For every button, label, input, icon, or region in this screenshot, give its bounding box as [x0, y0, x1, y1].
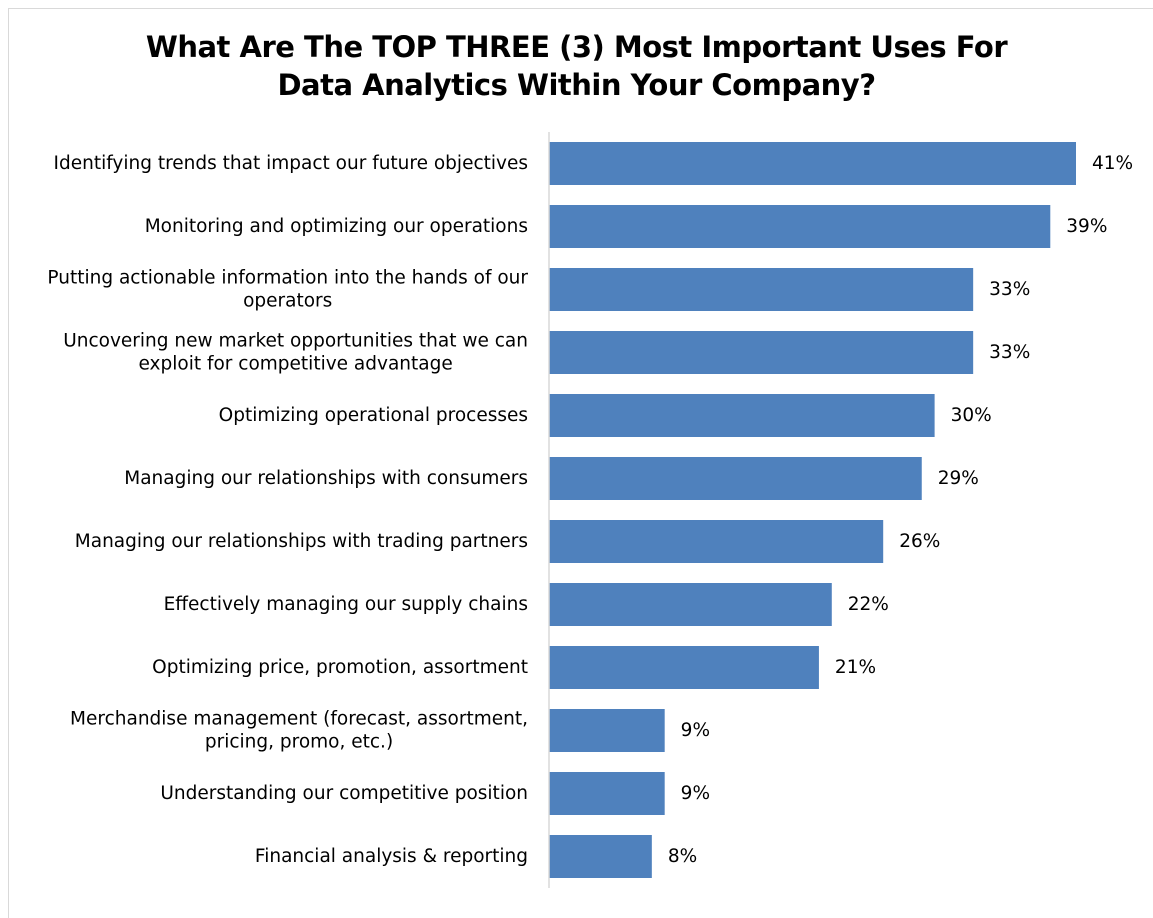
value-label: 26%: [899, 531, 940, 552]
category-label: exploit for competitive advantage: [138, 354, 452, 375]
value-labels-layer: 41% 39% 33% 33% 30% 29% 26% 22% 21% 9% 9% 8%: [668, 153, 1133, 867]
category-labels-layer: Identifying trends that impact our futur…: [47, 153, 528, 867]
category-label: Identifying trends that impact our futur…: [54, 153, 528, 174]
bars-layer: [549, 142, 1076, 878]
value-label: 22%: [848, 594, 889, 615]
bar: [549, 709, 665, 752]
chart-frame: [8, 8, 1153, 918]
category-label: pricing, promo, etc.): [205, 732, 393, 753]
bar: [549, 457, 922, 500]
bar: [549, 772, 665, 815]
value-label: 21%: [835, 657, 876, 678]
category-label: Monitoring and optimizing our operations: [145, 216, 528, 237]
value-label: 9%: [681, 720, 710, 741]
category-label: Financial analysis & reporting: [255, 846, 528, 867]
category-label: Managing our relationships with consumer…: [124, 468, 528, 489]
category-label: Optimizing operational processes: [219, 405, 528, 426]
chart-title-line-2: Data Analytics Within Your Company?: [277, 68, 876, 102]
value-label: 8%: [668, 846, 697, 867]
value-label: 39%: [1066, 216, 1107, 237]
category-label: Effectively managing our supply chains: [164, 594, 528, 615]
value-label: 33%: [989, 279, 1030, 300]
category-label: Managing our relationships with trading …: [75, 531, 528, 552]
bar: [549, 394, 935, 437]
bar: [549, 583, 832, 626]
bar: [549, 520, 884, 563]
category-label: operators: [243, 291, 332, 312]
bar: [549, 142, 1076, 185]
category-label: Putting actionable information into the …: [47, 268, 528, 289]
bar: [549, 205, 1051, 248]
bar: [549, 331, 974, 374]
value-label: 29%: [938, 468, 979, 489]
bar: [549, 835, 652, 878]
category-label: Uncovering new market opportunities that…: [63, 331, 528, 352]
category-label: Optimizing price, promotion, assortment: [152, 657, 528, 678]
category-label: Understanding our competitive position: [160, 783, 528, 804]
value-label: 41%: [1092, 153, 1133, 174]
category-label: Merchandise management (forecast, assort…: [70, 709, 528, 730]
chart-title-line-1: What Are The TOP THREE (3) Most Importan…: [145, 30, 1008, 64]
value-label: 33%: [989, 342, 1030, 363]
value-label: 9%: [681, 783, 710, 804]
value-label: 30%: [951, 405, 992, 426]
bar: [549, 646, 819, 689]
bar: [549, 268, 974, 311]
